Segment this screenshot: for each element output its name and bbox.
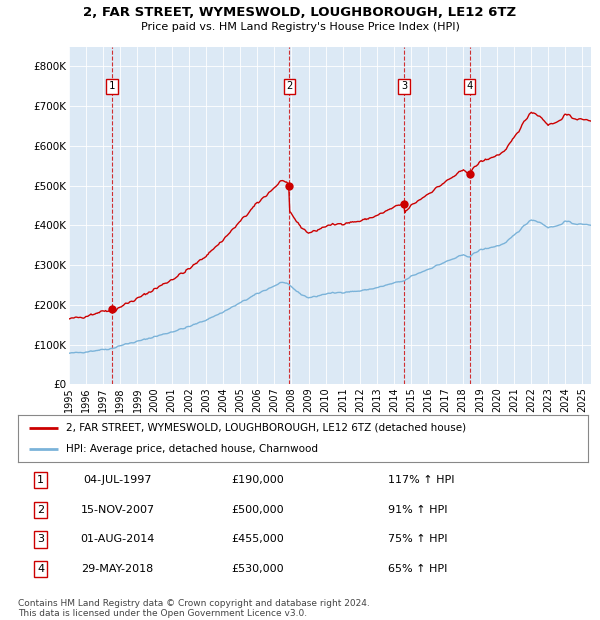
Text: 4: 4 — [37, 564, 44, 574]
Text: 2, FAR STREET, WYMESWOLD, LOUGHBOROUGH, LE12 6TZ: 2, FAR STREET, WYMESWOLD, LOUGHBOROUGH, … — [83, 6, 517, 19]
Text: 15-NOV-2007: 15-NOV-2007 — [80, 505, 155, 515]
Text: HPI: Average price, detached house, Charnwood: HPI: Average price, detached house, Char… — [67, 445, 319, 454]
Text: 3: 3 — [401, 81, 407, 91]
Text: 29-MAY-2018: 29-MAY-2018 — [82, 564, 154, 574]
Text: £530,000: £530,000 — [231, 564, 284, 574]
Text: 04-JUL-1997: 04-JUL-1997 — [83, 475, 152, 485]
Text: Contains HM Land Registry data © Crown copyright and database right 2024.
This d: Contains HM Land Registry data © Crown c… — [18, 599, 370, 618]
Text: £500,000: £500,000 — [231, 505, 284, 515]
Text: Price paid vs. HM Land Registry's House Price Index (HPI): Price paid vs. HM Land Registry's House … — [140, 22, 460, 32]
Text: 2: 2 — [286, 81, 292, 91]
Text: 2, FAR STREET, WYMESWOLD, LOUGHBOROUGH, LE12 6TZ (detached house): 2, FAR STREET, WYMESWOLD, LOUGHBOROUGH, … — [67, 423, 467, 433]
Text: 65% ↑ HPI: 65% ↑ HPI — [389, 564, 448, 574]
Text: £190,000: £190,000 — [231, 475, 284, 485]
Text: 1: 1 — [37, 475, 44, 485]
Text: 117% ↑ HPI: 117% ↑ HPI — [389, 475, 455, 485]
Text: 1: 1 — [109, 81, 115, 91]
Text: 01-AUG-2014: 01-AUG-2014 — [80, 534, 155, 544]
Text: 2: 2 — [37, 505, 44, 515]
Text: 91% ↑ HPI: 91% ↑ HPI — [389, 505, 448, 515]
Text: £455,000: £455,000 — [231, 534, 284, 544]
Text: 75% ↑ HPI: 75% ↑ HPI — [389, 534, 448, 544]
Text: 3: 3 — [37, 534, 44, 544]
Text: 4: 4 — [467, 81, 473, 91]
